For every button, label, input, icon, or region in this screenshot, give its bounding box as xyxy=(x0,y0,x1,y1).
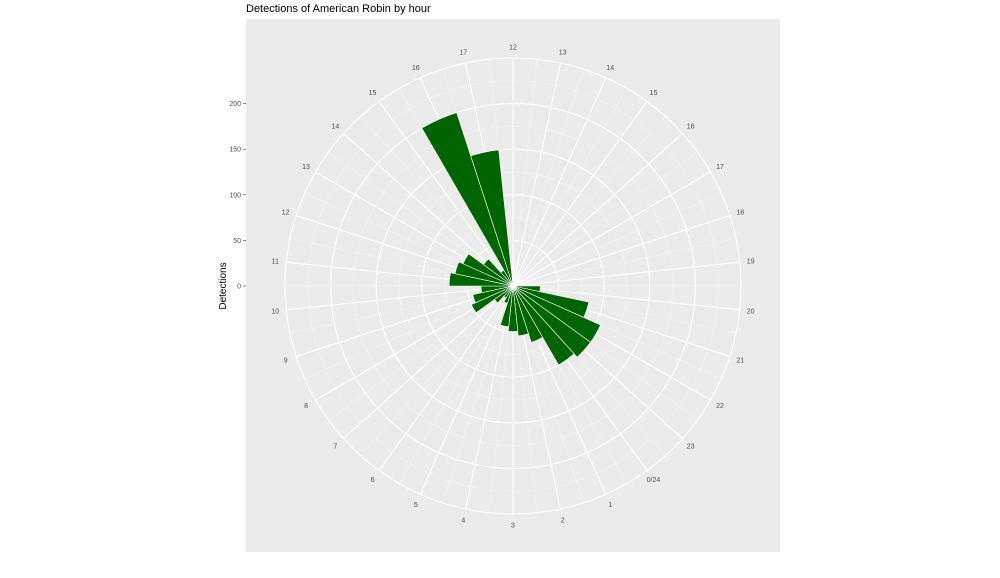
bar-hour-38 xyxy=(483,258,514,287)
y-tick-label: 100 xyxy=(229,192,241,199)
radial-gridline xyxy=(512,171,711,287)
radial-gridline xyxy=(512,285,740,311)
bar-hour-33 xyxy=(472,285,514,304)
radial-gridline xyxy=(512,101,648,287)
y-tick-label: 50 xyxy=(233,238,241,245)
hour-label: 12 xyxy=(509,45,517,52)
bar-hour-25 xyxy=(512,285,544,343)
hour-label: 17 xyxy=(716,164,724,171)
hour-label: 1 xyxy=(608,502,612,509)
hour-label: 11 xyxy=(272,259,279,266)
hour-label: 23 xyxy=(687,443,695,450)
y-axis-title: Detections xyxy=(218,262,229,309)
hour-label: 10 xyxy=(271,308,279,315)
radial-gridline xyxy=(512,215,731,287)
radial-gridline xyxy=(378,101,514,287)
radial-gridline xyxy=(419,285,514,495)
hour-label: 18 xyxy=(736,210,744,217)
hour-label: 17 xyxy=(459,50,467,57)
radial-gridline xyxy=(512,62,561,287)
hour-label: 15 xyxy=(650,90,658,97)
hour-label: 2 xyxy=(561,517,565,524)
radial-gridline xyxy=(378,285,514,471)
hour-label: 19 xyxy=(747,259,755,266)
bar-hour-32 xyxy=(470,285,514,314)
radial-gridline xyxy=(343,285,514,439)
hour-label: 3 xyxy=(511,523,515,530)
y-tick-label: 150 xyxy=(229,147,241,154)
hour-label: 13 xyxy=(559,50,567,57)
hour-label: 16 xyxy=(412,65,420,72)
hour-label: 12 xyxy=(282,210,290,217)
hour-label: 14 xyxy=(331,124,339,131)
hour-label: 15 xyxy=(369,90,377,97)
bar-hour-40 xyxy=(421,112,514,287)
radial-gridline xyxy=(512,261,740,287)
radial-gridline xyxy=(512,133,683,287)
bar-hour-23 xyxy=(512,285,591,358)
hour-label: 21 xyxy=(736,357,744,364)
hour-label: 6 xyxy=(371,477,375,484)
bar-hour-27 xyxy=(507,285,519,332)
hour-label: 22 xyxy=(716,403,724,410)
bar-hour-26 xyxy=(512,285,529,337)
hour-label: 0/24 xyxy=(647,477,661,484)
y-tick-label: 200 xyxy=(229,101,241,108)
chart-title: Detections of American Robin by hour xyxy=(246,3,431,15)
radial-gridline xyxy=(286,285,514,311)
bar-hour-24 xyxy=(512,285,575,366)
hour-label: 8 xyxy=(304,403,308,410)
hour-label: 7 xyxy=(333,443,337,450)
bar-hour-41 xyxy=(470,149,514,287)
hour-label: 13 xyxy=(302,164,310,171)
hour-label: 16 xyxy=(687,124,695,131)
hour-label: 5 xyxy=(414,502,418,509)
hour-label: 14 xyxy=(606,65,614,72)
hour-label: 4 xyxy=(461,517,465,524)
bar-hour-37 xyxy=(462,253,514,287)
radial-gridline xyxy=(343,133,514,287)
bar-layer xyxy=(421,112,601,366)
radial-gridline xyxy=(512,77,607,287)
hour-label: 9 xyxy=(284,357,288,364)
hour-label-layer: 1213141516171819202122230/24123456789101… xyxy=(271,45,754,530)
hour-label: 20 xyxy=(747,308,755,315)
y-tick-label: 0 xyxy=(237,284,241,291)
bar-hour-36 xyxy=(454,261,514,287)
y-axis: 0 50 100 150 200 xyxy=(229,101,246,291)
